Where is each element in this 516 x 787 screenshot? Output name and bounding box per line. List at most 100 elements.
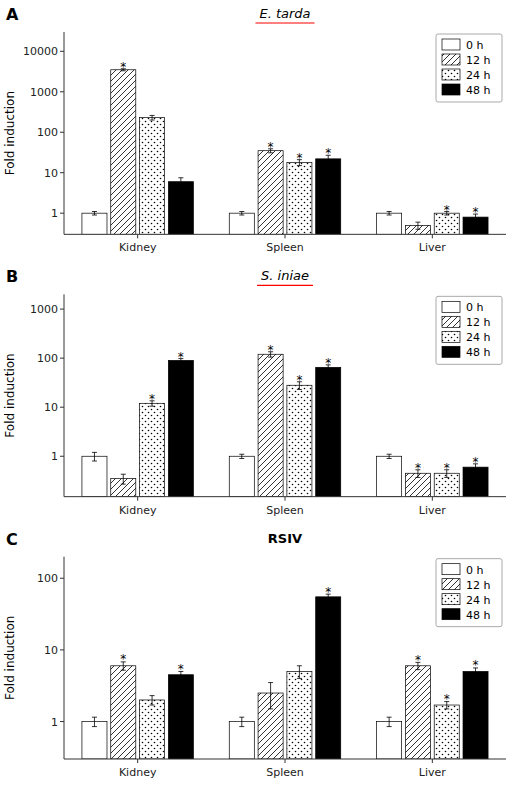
legend-label: 24 h xyxy=(466,594,490,607)
significance-mark: * xyxy=(296,151,302,165)
significance-mark: * xyxy=(178,662,184,676)
x-tick-label: Liver xyxy=(419,241,446,254)
bar xyxy=(168,675,193,759)
y-tick-label: 1000 xyxy=(30,303,58,316)
panel-label: A xyxy=(6,5,19,24)
bar xyxy=(287,671,312,759)
panel-label: C xyxy=(6,530,18,549)
legend-box xyxy=(436,34,502,102)
bar xyxy=(377,722,402,759)
error-bar xyxy=(121,474,126,484)
y-tick xyxy=(60,132,64,133)
error-bar xyxy=(297,666,302,679)
y-tick-label: 10 xyxy=(44,644,58,657)
significance-mark: * xyxy=(473,658,479,672)
x-tick-label: Spleen xyxy=(266,504,304,517)
significance-mark: * xyxy=(149,392,155,406)
error-bar xyxy=(387,717,392,726)
bar xyxy=(405,666,430,759)
x-tick xyxy=(137,759,138,763)
panel: CRSIV******110100KidneySpleenLiverFold i… xyxy=(3,530,506,779)
significance-mark: * xyxy=(296,373,302,387)
bar xyxy=(82,722,107,759)
title-underline xyxy=(257,285,313,286)
x-tick xyxy=(432,497,433,501)
bar xyxy=(111,70,136,235)
legend-label: 0 h xyxy=(466,564,483,577)
plot-area xyxy=(82,594,488,759)
error-bar xyxy=(239,717,244,726)
error-bar xyxy=(268,683,273,709)
significance-mark: * xyxy=(325,585,331,599)
legend-label: 12 h xyxy=(466,316,490,329)
error-bar xyxy=(92,717,97,726)
significance-mark: * xyxy=(120,652,126,666)
x-tick xyxy=(137,497,138,501)
y-tick-label: 1 xyxy=(51,207,58,220)
legend-swatch xyxy=(442,54,460,65)
legend: 0 h12 h24 h48 h xyxy=(436,34,502,102)
x-tick xyxy=(432,759,433,763)
error-bar xyxy=(239,454,244,458)
y-tick xyxy=(60,213,64,214)
bar xyxy=(168,360,193,496)
x-tick xyxy=(285,759,286,763)
y-tick-label: 10 xyxy=(44,401,58,414)
significance-mark: * xyxy=(268,343,274,357)
y-axis xyxy=(64,32,65,234)
bar xyxy=(140,118,165,235)
bar xyxy=(229,213,254,234)
y-tick-label: 10000 xyxy=(23,45,58,58)
panel-label: B xyxy=(6,267,18,286)
y-tick xyxy=(60,358,64,359)
y-tick xyxy=(60,51,64,52)
legend-swatch xyxy=(442,301,460,312)
bar xyxy=(140,700,165,759)
y-tick-label: 100 xyxy=(37,352,58,365)
x-tick-label: Spleen xyxy=(266,241,304,254)
figure: A E. tarda * * * * * * 1 10 100 1000 10000 Kidney Sple… xyxy=(0,0,516,787)
legend-swatch xyxy=(442,564,460,575)
y-tick xyxy=(60,721,64,722)
y-tick-label: 1 xyxy=(51,716,58,729)
title: E. tarda xyxy=(259,6,310,21)
y-tick xyxy=(60,578,64,579)
legend-label: 0 h xyxy=(466,39,483,52)
bar xyxy=(463,671,488,759)
bar xyxy=(258,151,283,235)
error-bar xyxy=(150,696,155,705)
error-bar xyxy=(92,452,97,461)
legend-swatch xyxy=(442,39,460,50)
error-bar xyxy=(178,178,183,187)
title: RSIV xyxy=(268,531,302,546)
y-tick-label: 100 xyxy=(37,126,58,139)
y-tick-label: 1000 xyxy=(30,86,58,99)
y-axis xyxy=(64,294,65,496)
y-axis-label: Fold induction xyxy=(3,353,17,437)
title: S. iniae xyxy=(261,268,309,283)
y-axis-label: Fold induction xyxy=(3,616,17,700)
significance-mark: * xyxy=(473,205,479,219)
y-tick xyxy=(60,309,64,310)
x-tick-label: Kidney xyxy=(119,766,157,779)
legend-swatch xyxy=(442,316,460,327)
y-tick xyxy=(60,172,64,173)
bar xyxy=(316,159,341,234)
legend: 0 h12 h24 h48 h xyxy=(436,559,502,627)
legend-label: 48 h xyxy=(466,84,490,97)
legend-swatch xyxy=(442,69,460,80)
bar xyxy=(229,722,254,759)
plot-area xyxy=(82,69,488,235)
y-axis xyxy=(64,557,65,759)
significance-mark: * xyxy=(178,350,184,364)
legend-label: 24 h xyxy=(466,69,490,82)
legend: 0 h12 h24 h48 h xyxy=(436,296,502,364)
error-bar xyxy=(415,222,420,229)
significance-mark: * xyxy=(268,140,274,154)
bar xyxy=(463,467,488,497)
legend-box xyxy=(436,296,502,364)
x-tick-label: Kidney xyxy=(119,504,157,517)
x-tick xyxy=(285,497,286,501)
y-tick xyxy=(60,91,64,92)
legend-label: 48 h xyxy=(466,346,490,359)
